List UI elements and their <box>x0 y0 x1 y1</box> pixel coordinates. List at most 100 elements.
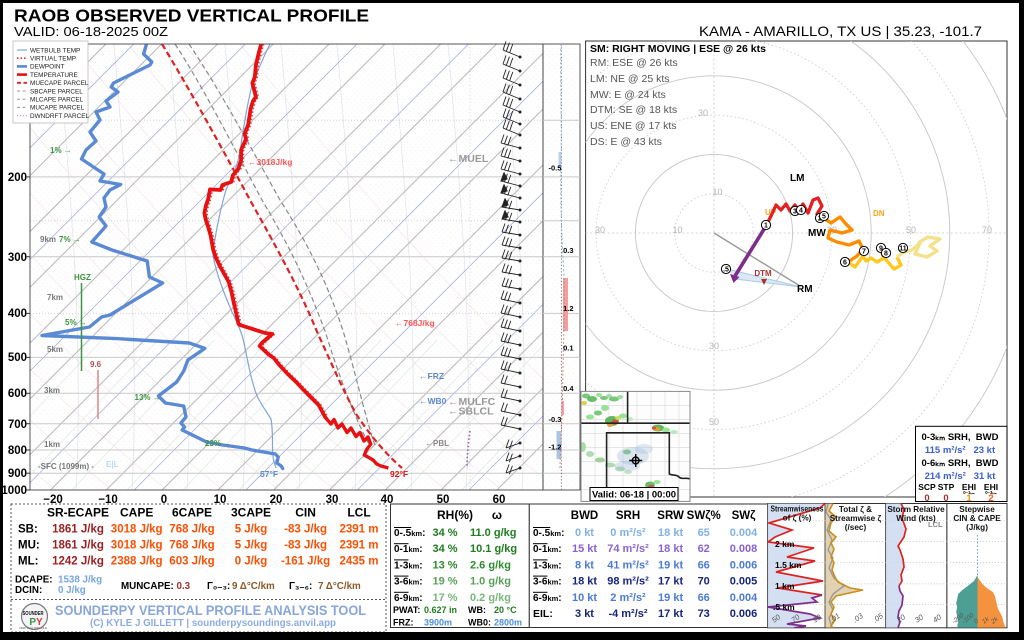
svg-text:768 J/kg: 768 J/kg <box>169 540 214 552</box>
svg-text:MLCAPE PARCEL: MLCAPE PARCEL <box>30 97 84 104</box>
svg-text:1 km: 1 km <box>775 581 795 591</box>
svg-text:-4 m²/s²: -4 m²/s² <box>608 608 647 620</box>
svg-text:19 kt: 19 kt <box>658 592 683 604</box>
svg-text:1.5 km: 1.5 km <box>775 560 802 570</box>
svg-text:0-.5: 0-.5 <box>394 528 412 539</box>
svg-text:5 J/kg: 5 J/kg <box>235 540 268 552</box>
svg-text:MU:: MU: <box>18 540 40 552</box>
svg-text:2435 m: 2435 m <box>339 556 378 568</box>
svg-text:EIL:: EIL: <box>533 608 553 620</box>
svg-text:3km: 3km <box>44 386 60 395</box>
svg-text:6CAPE: 6CAPE <box>172 506 212 520</box>
svg-text:DWNDRFT PARCEL: DWNDRFT PARCEL <box>30 113 90 120</box>
svg-text:6-9: 6-9 <box>394 593 409 604</box>
svg-text:19 kt: 19 kt <box>658 559 683 571</box>
svg-text:1: 1 <box>966 493 972 504</box>
svg-text:30: 30 <box>595 225 605 235</box>
svg-text:9.6: 9.6 <box>90 360 102 369</box>
svg-text:←MULFC: ←MULFC <box>448 396 496 408</box>
svg-text:-83 J/kg: -83 J/kg <box>284 540 327 552</box>
svg-text:0-.5: 0-.5 <box>533 528 551 539</box>
svg-text:0: 0 <box>943 493 948 504</box>
svg-text:41 m²/s²: 41 m²/s² <box>607 559 649 571</box>
svg-text:1% →: 1% → <box>50 146 72 155</box>
svg-text:0.1: 0.1 <box>563 344 573 353</box>
svg-text:0−1ₖₘ: 0−1ₖₘ <box>963 490 975 495</box>
svg-text:0.004: 0.004 <box>730 527 758 539</box>
svg-text:34 %: 34 % <box>432 543 457 555</box>
svg-text:2 km: 2 km <box>775 539 795 549</box>
svg-text:0.3: 0.3 <box>177 581 191 592</box>
svg-text:Valid: 06-18 | 00:00: Valid: 06-18 | 00:00 <box>592 490 676 500</box>
svg-text:WETBULB TEMP: WETBULB TEMP <box>30 47 80 54</box>
svg-text:.5 km: .5 km <box>773 602 795 612</box>
svg-text:SOUNDER: SOUNDER <box>23 611 44 617</box>
svg-text:0−3ₖₘ: 0−3ₖₘ <box>985 490 997 495</box>
svg-text:0-1km:: 0-1km: <box>394 544 423 555</box>
svg-text:1861 J/kg: 1861 J/kg <box>52 524 104 536</box>
svg-text:CIN: CIN <box>295 506 316 520</box>
svg-text:1861 J/kg: 1861 J/kg <box>52 540 104 552</box>
svg-text:TEMPERATURE: TEMPERATURE <box>30 72 78 79</box>
svg-text:RM: RM <box>797 284 813 295</box>
svg-text:2 m²/s²: 2 m²/s² <box>610 592 646 604</box>
svg-text:1-3km:: 1-3km: <box>533 560 562 571</box>
svg-text:0 m²/s²: 0 m²/s² <box>610 527 646 539</box>
svg-text:HGZ: HGZ <box>74 273 91 282</box>
svg-text:0-1km:: 0-1km: <box>533 544 562 555</box>
svg-text:BWD: BWD <box>571 510 598 522</box>
svg-text:0.2 g/kg: 0.2 g/kg <box>470 592 511 604</box>
svg-text:Wind (kts): Wind (kts) <box>896 514 936 523</box>
svg-text:VIRTUAL TEMP: VIRTUAL TEMP <box>30 56 76 63</box>
svg-text:3-6: 3-6 <box>394 577 409 588</box>
svg-text:2.6 g/kg: 2.6 g/kg <box>470 559 511 571</box>
svg-text:0 J/kg: 0 J/kg <box>235 556 268 568</box>
svg-text:66: 66 <box>698 559 710 571</box>
svg-text:←SBLCL: ←SBLCL <box>448 406 494 418</box>
svg-text:7% →: 7% → <box>59 235 81 244</box>
svg-text:4: 4 <box>799 208 803 215</box>
svg-text:5 J/kg: 5 J/kg <box>235 524 268 536</box>
svg-text:Streamwise ζ: Streamwise ζ <box>830 514 882 523</box>
svg-text:5% →: 5% → <box>65 318 87 327</box>
svg-text:SRH: SRH <box>616 510 640 522</box>
svg-text:SM: RIGHT MOVING | ESE @ 26 kt: SM: RIGHT MOVING | ESE @ 26 kts <box>590 43 766 55</box>
svg-text:0.4: 0.4 <box>563 384 574 393</box>
svg-text:(/sec): (/sec) <box>845 523 867 532</box>
svg-text:92°F: 92°F <box>390 469 408 479</box>
svg-text:LM: LM <box>790 173 804 184</box>
svg-text:300: 300 <box>8 252 27 264</box>
svg-text:←768J/kg: ←768J/kg <box>395 318 435 328</box>
svg-text:17 kt: 17 kt <box>658 608 683 620</box>
svg-text:5: 5 <box>822 214 826 221</box>
svg-text:11: 11 <box>899 246 907 253</box>
svg-text:SWζ%: SWζ% <box>687 510 721 522</box>
svg-text:0.005: 0.005 <box>730 576 758 588</box>
svg-text:Total ζ &: Total ζ & <box>839 505 872 514</box>
svg-text:1km: 1km <box>44 440 60 449</box>
svg-text:23% →: 23% → <box>205 439 231 448</box>
svg-text:20 °C: 20 °C <box>494 605 517 615</box>
svg-text:-0.5: -0.5 <box>549 164 562 173</box>
svg-text:2388 J/kg: 2388 J/kg <box>111 556 163 568</box>
svg-text:30: 30 <box>326 494 339 506</box>
svg-text:RH(%): RH(%) <box>437 508 473 522</box>
svg-text:600: 600 <box>8 388 27 400</box>
svg-text:←FRZ: ←FRZ <box>419 371 444 381</box>
svg-text:1242 J/kg: 1242 J/kg <box>52 556 104 568</box>
svg-text:50: 50 <box>906 225 916 235</box>
svg-text:Γ₀₋₃:: Γ₀₋₃: <box>207 581 230 592</box>
svg-text:603 J/kg: 603 J/kg <box>169 556 214 568</box>
svg-text:500: 500 <box>8 352 27 364</box>
svg-text:2k: 2k <box>989 615 1000 626</box>
svg-text:7 Δ°C/km: 7 Δ°C/km <box>318 581 361 592</box>
svg-text:66: 66 <box>698 592 710 604</box>
svg-text:50: 50 <box>709 417 719 427</box>
svg-text:3 kt: 3 kt <box>575 608 594 620</box>
svg-text:8 kt: 8 kt <box>575 559 594 571</box>
svg-text:1-3: 1-3 <box>394 560 409 571</box>
svg-text:CIN & CAPE: CIN & CAPE <box>953 514 1001 523</box>
svg-text:10.1 g/kg: 10.1 g/kg <box>470 543 517 555</box>
svg-text:900: 900 <box>8 468 27 480</box>
svg-text:3-6km:: 3-6km: <box>394 577 423 588</box>
